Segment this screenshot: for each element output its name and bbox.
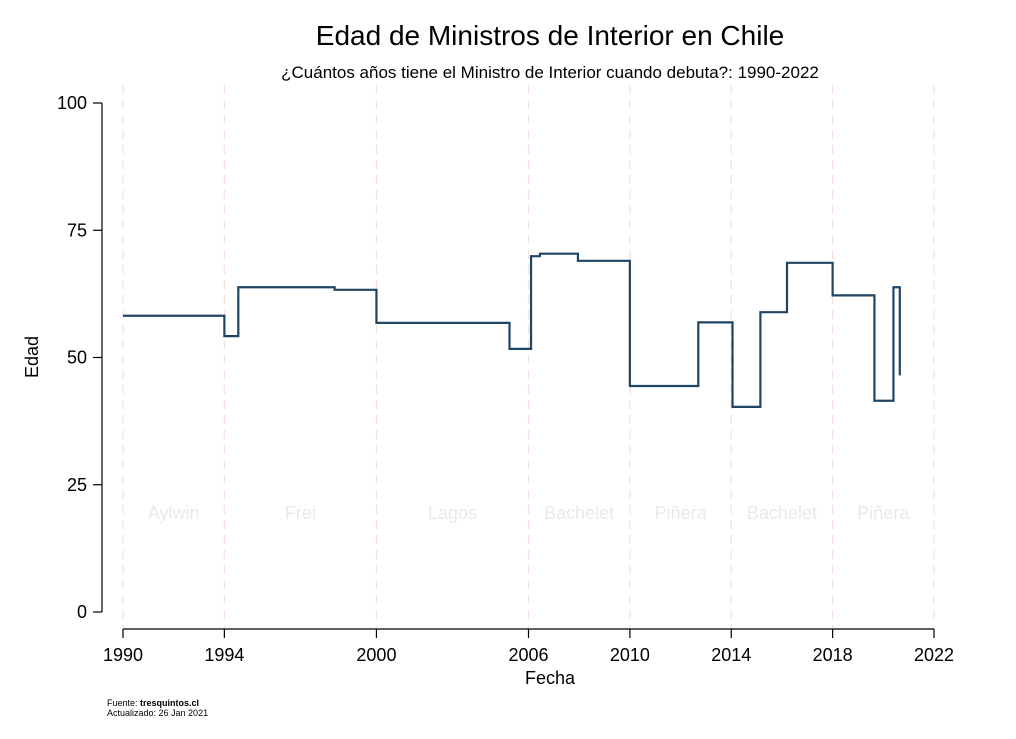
source-prefix: Fuente: [107, 698, 140, 708]
series-line [123, 252, 901, 408]
y-ticks: 0 25 50 75 100 [57, 93, 102, 622]
source-site: tresquintos.cl [140, 698, 199, 708]
y-tick-label: 50 [67, 348, 87, 368]
x-tick-label: 2006 [508, 645, 548, 665]
x-tick-label: 2018 [813, 645, 853, 665]
x-tick-label: 1994 [204, 645, 244, 665]
period-label: Frei [285, 503, 316, 523]
x-ticks: 1990 1994 2000 2006 2010 2014 2018 2022 [103, 629, 954, 665]
y-tick-label: 100 [57, 93, 87, 113]
x-tick-label: 2014 [711, 645, 751, 665]
x-tick-label: 2022 [914, 645, 954, 665]
x-tick-label: 2010 [610, 645, 650, 665]
period-lines [122, 85, 935, 628]
period-label: Lagos [428, 503, 477, 523]
x-axis-title: Fecha [525, 668, 576, 688]
y-axis-title: Edad [22, 336, 42, 378]
y-tick-label: 75 [67, 220, 87, 240]
chart-subtitle: ¿Cuántos años tiene el Ministro de Inter… [281, 63, 819, 82]
y-tick-label: 25 [67, 475, 87, 495]
x-tick-label: 2000 [356, 645, 396, 665]
updated-note: Actualizado: 26 Jan 2021 [107, 708, 208, 718]
period-label: Piñera [857, 503, 910, 523]
source-note: Fuente: tresquintos.cl [107, 698, 199, 708]
period-label: Piñera [655, 503, 708, 523]
period-label: Bachelet [544, 503, 614, 523]
period-labels: Aylwin Frei Lagos Bachelet Piñera Bachelet Piñ… [148, 503, 910, 523]
period-label: Bachelet [747, 503, 817, 523]
y-tick-label: 0 [77, 602, 87, 622]
x-tick-label: 1990 [103, 645, 143, 665]
period-label: Aylwin [148, 503, 200, 523]
chart-title: Edad de Ministros de Interior en Chile [316, 20, 784, 51]
